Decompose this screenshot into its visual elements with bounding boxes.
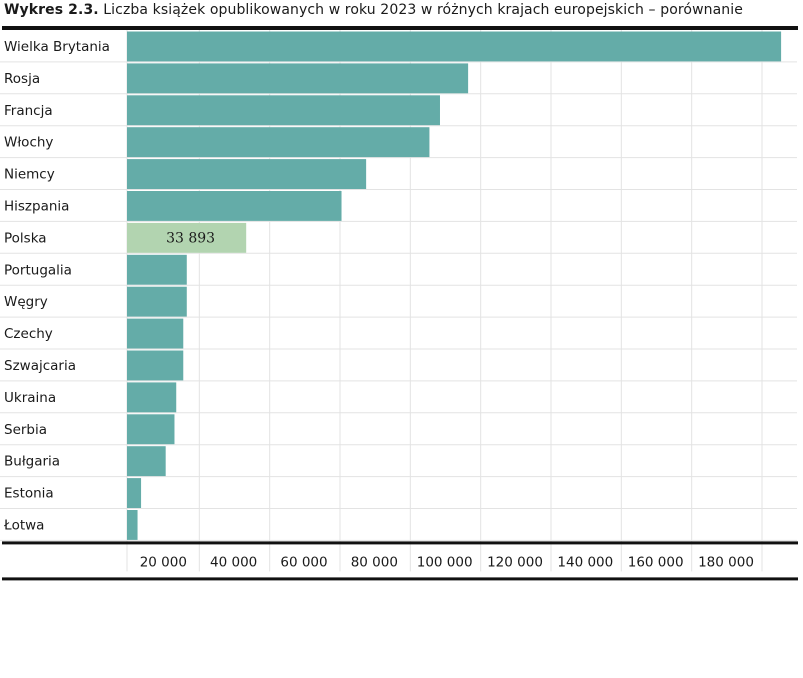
bar	[127, 127, 430, 158]
bar	[127, 254, 187, 285]
category-label: Ukraina	[4, 390, 56, 406]
x-tick-label: 100 000	[417, 554, 473, 570]
category-label: Bułgaria	[4, 454, 60, 470]
category-label: Estonia	[4, 486, 54, 502]
x-tick-label: 180 000	[698, 554, 754, 570]
chart-title: Wykres 2.3. Liczba książek opublikowanyc…	[4, 2, 743, 18]
category-label: Łotwa	[3, 517, 44, 533]
bar	[127, 95, 440, 126]
category-label: Polska	[4, 230, 47, 246]
x-tick-label: 160 000	[628, 554, 684, 570]
x-tick-label: 140 000	[557, 554, 613, 570]
x-tick-label: 40 000	[210, 554, 257, 570]
bar	[127, 414, 175, 445]
x-tick-label: 20 000	[140, 554, 187, 570]
bar	[127, 159, 367, 189]
bar	[127, 350, 184, 381]
x-tick-label: 80 000	[351, 554, 398, 570]
baseline-rule	[2, 541, 798, 545]
data-label: 33 893	[166, 230, 215, 246]
category-label: Czechy	[4, 326, 53, 342]
x-tick-label: 120 000	[487, 554, 543, 570]
data-labels: 33 893	[166, 230, 215, 246]
category-label: Serbia	[4, 422, 47, 438]
bar	[127, 191, 342, 221]
bar	[127, 286, 187, 317]
category-label: Włochy	[4, 135, 53, 151]
rules	[2, 26, 798, 581]
chart-title-text: Liczba książek opublikowanych w roku 202…	[103, 2, 743, 18]
category-labels: Wielka Brytania Rosja Francja Włochy Niemcy H…	[3, 39, 110, 534]
category-label: Francja	[4, 103, 53, 119]
x-axis-ticks: 20 000 40 000 60 000 80 000 100 000 120 000 14…	[140, 554, 754, 570]
chart-title-label: Wykres 2.3.	[4, 2, 99, 18]
top-rule	[2, 26, 798, 30]
x-tick-label: 60 000	[280, 554, 327, 570]
bar	[127, 510, 138, 540]
bar	[127, 31, 782, 62]
category-label: Hiszpania	[4, 198, 69, 214]
category-label: Wielka Brytania	[4, 39, 110, 55]
category-label: Niemcy	[4, 167, 55, 183]
bar	[127, 318, 184, 349]
bar	[127, 63, 469, 94]
bar	[127, 446, 166, 477]
category-label: Szwajcaria	[4, 358, 76, 374]
bars	[127, 31, 782, 540]
bar	[127, 382, 177, 413]
category-label: Portugalia	[4, 262, 72, 278]
bar	[127, 478, 142, 508]
category-label: Rosja	[4, 71, 40, 87]
category-label: Węgry	[4, 294, 48, 310]
grid-lines	[0, 30, 797, 572]
bottom-rule	[2, 577, 798, 581]
bar	[127, 222, 247, 253]
